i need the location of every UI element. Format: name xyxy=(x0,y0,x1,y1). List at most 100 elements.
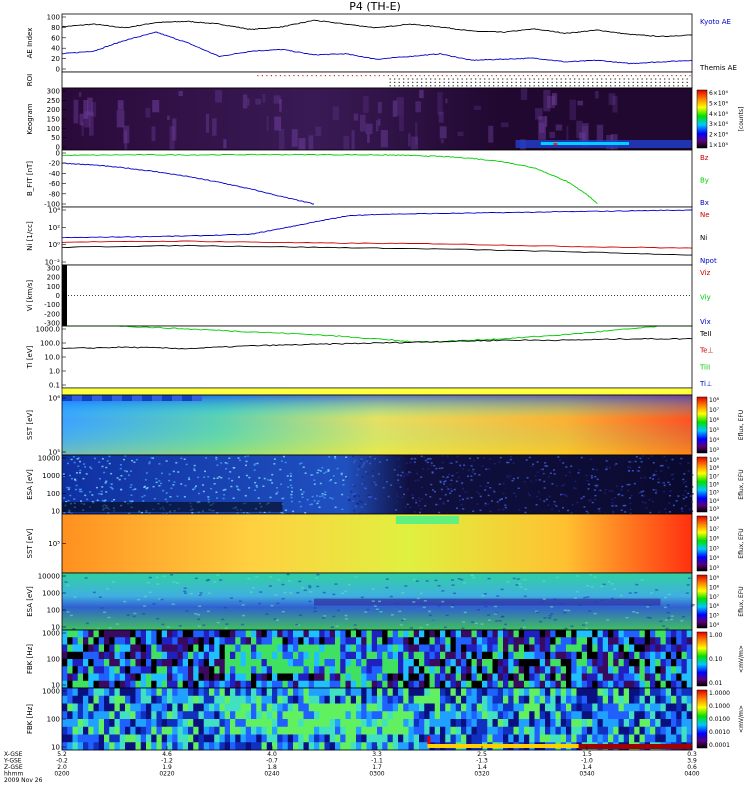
esa_e-pixel xyxy=(367,458,370,460)
sst_i-colorbar-tick: 10³ xyxy=(709,565,720,572)
fbk_b-cell xyxy=(434,719,441,728)
fbk_e-cell xyxy=(72,673,79,682)
fbk_b-colorbar-tick: 0.0001 xyxy=(709,742,730,749)
fbk_b-cell xyxy=(109,734,115,743)
esa_i-pixel xyxy=(550,613,554,615)
fbk_b-cell xyxy=(240,688,247,697)
esa_e-pixel xyxy=(99,477,102,480)
roi-dot xyxy=(524,85,526,87)
fbk_b-cell xyxy=(177,719,184,728)
esa_e-pixel xyxy=(195,485,198,487)
esa_i-colorbar-tick: 10⁵ xyxy=(709,613,720,620)
esa_e-pixel xyxy=(62,473,65,475)
keogram-streak xyxy=(79,113,84,126)
fbk_b-cell xyxy=(135,734,142,743)
fbk_e-cell xyxy=(508,637,514,645)
fbk_e-cell xyxy=(182,673,189,682)
fbk_b-cell xyxy=(555,703,562,712)
roi-dot xyxy=(556,81,558,83)
xaxis-tick-label: 1.4 xyxy=(582,764,592,771)
fbk_b-cell xyxy=(545,703,551,712)
esa_e-pixel xyxy=(216,477,219,479)
fbk_e-cell xyxy=(587,630,593,638)
fbk_b-cell xyxy=(413,719,420,728)
esa_e-pixel xyxy=(328,456,331,458)
esa_e-pixel xyxy=(143,485,146,488)
esa_e-pixel xyxy=(663,455,666,458)
fbk_b-cell xyxy=(618,711,625,720)
fbk_e-cell xyxy=(203,666,210,674)
fbk_b-cell xyxy=(445,703,451,712)
sst_e-block xyxy=(92,395,102,401)
fbk_e-cell xyxy=(623,644,630,653)
fbk_e-cell xyxy=(261,644,268,653)
roi-dot xyxy=(419,75,421,77)
fbk_b-cell xyxy=(177,734,184,743)
roi-dot xyxy=(347,75,349,77)
fbk_e-cell xyxy=(676,680,682,689)
roi-dot xyxy=(605,78,607,80)
esa_e-pixel xyxy=(565,474,568,477)
esa_e-pixel xyxy=(165,492,168,494)
fbk_e-cell xyxy=(135,630,142,638)
esa_e-pixel xyxy=(129,486,132,489)
esa_e-pixel xyxy=(395,492,398,495)
fbk_b-cell xyxy=(634,734,640,743)
esa_e-pixel xyxy=(183,458,186,460)
esa_i-pixel xyxy=(401,592,405,594)
fbk_e-cell xyxy=(466,673,472,682)
fbk_e-cell xyxy=(67,637,73,645)
esa_e-pixel xyxy=(657,481,660,484)
esa_e-pixel xyxy=(498,483,501,485)
esa_e-pixel xyxy=(187,476,190,479)
fbk_e-cell xyxy=(156,637,163,645)
fbk_b-cell xyxy=(398,703,404,712)
fbk_e-cell xyxy=(119,630,126,638)
esa_e-pixel xyxy=(645,507,648,509)
fbk_b-cell xyxy=(156,719,163,728)
fbk_b-cell xyxy=(356,703,362,712)
esa_e-pixel xyxy=(687,470,690,472)
fbk_b-cell xyxy=(104,734,110,743)
fbk_e-cell xyxy=(140,644,147,653)
esa_e-pixel xyxy=(111,488,114,490)
fbk_b-cell xyxy=(518,719,525,728)
fbk_b-cell xyxy=(67,742,73,751)
fbk_b-cell xyxy=(272,719,278,728)
fbk_b-cell xyxy=(492,703,499,712)
fbk_b-cell xyxy=(146,695,152,704)
esa_e-pixel xyxy=(410,471,413,474)
esa_e-pixel xyxy=(460,483,463,485)
fbk_b-cell xyxy=(256,726,262,735)
fbk_b-cell xyxy=(618,688,625,697)
roi-dot xyxy=(626,75,628,77)
roi-dot xyxy=(590,75,592,77)
esa_e-pixel xyxy=(555,485,558,487)
fbk_e-cell xyxy=(424,659,430,667)
esa_i-pixel xyxy=(484,605,488,608)
esa_e-pixel xyxy=(639,457,642,460)
esa_e-pixel xyxy=(594,475,597,478)
esa_i-pixel xyxy=(123,600,127,603)
fbk_e-cell xyxy=(539,680,546,689)
fbk_b-cell xyxy=(419,711,425,720)
esa_i-pixel xyxy=(662,625,666,627)
fbk_e-cell xyxy=(188,680,194,689)
fbk_e-cell xyxy=(62,630,68,638)
fbk_b-cell xyxy=(555,719,562,728)
fbk_e-cell xyxy=(382,680,388,689)
fbk_e-cell xyxy=(644,666,651,674)
esa_e-pixel xyxy=(574,487,577,490)
esa_e-pixel xyxy=(116,477,119,479)
fbk_b-cell xyxy=(392,688,399,697)
fbk_b-cell xyxy=(555,734,562,743)
fbk_b-cell xyxy=(513,688,520,697)
fbk_b-cell xyxy=(298,734,304,743)
fbk_e-cell xyxy=(602,680,609,689)
keogram-streak xyxy=(566,125,569,141)
fbk_e-cell xyxy=(487,651,493,660)
fbk_b-cell xyxy=(576,703,583,712)
esa_e-pixel xyxy=(487,494,490,497)
fbk_b-cell xyxy=(308,742,315,751)
fbk_b-cell xyxy=(613,719,619,728)
